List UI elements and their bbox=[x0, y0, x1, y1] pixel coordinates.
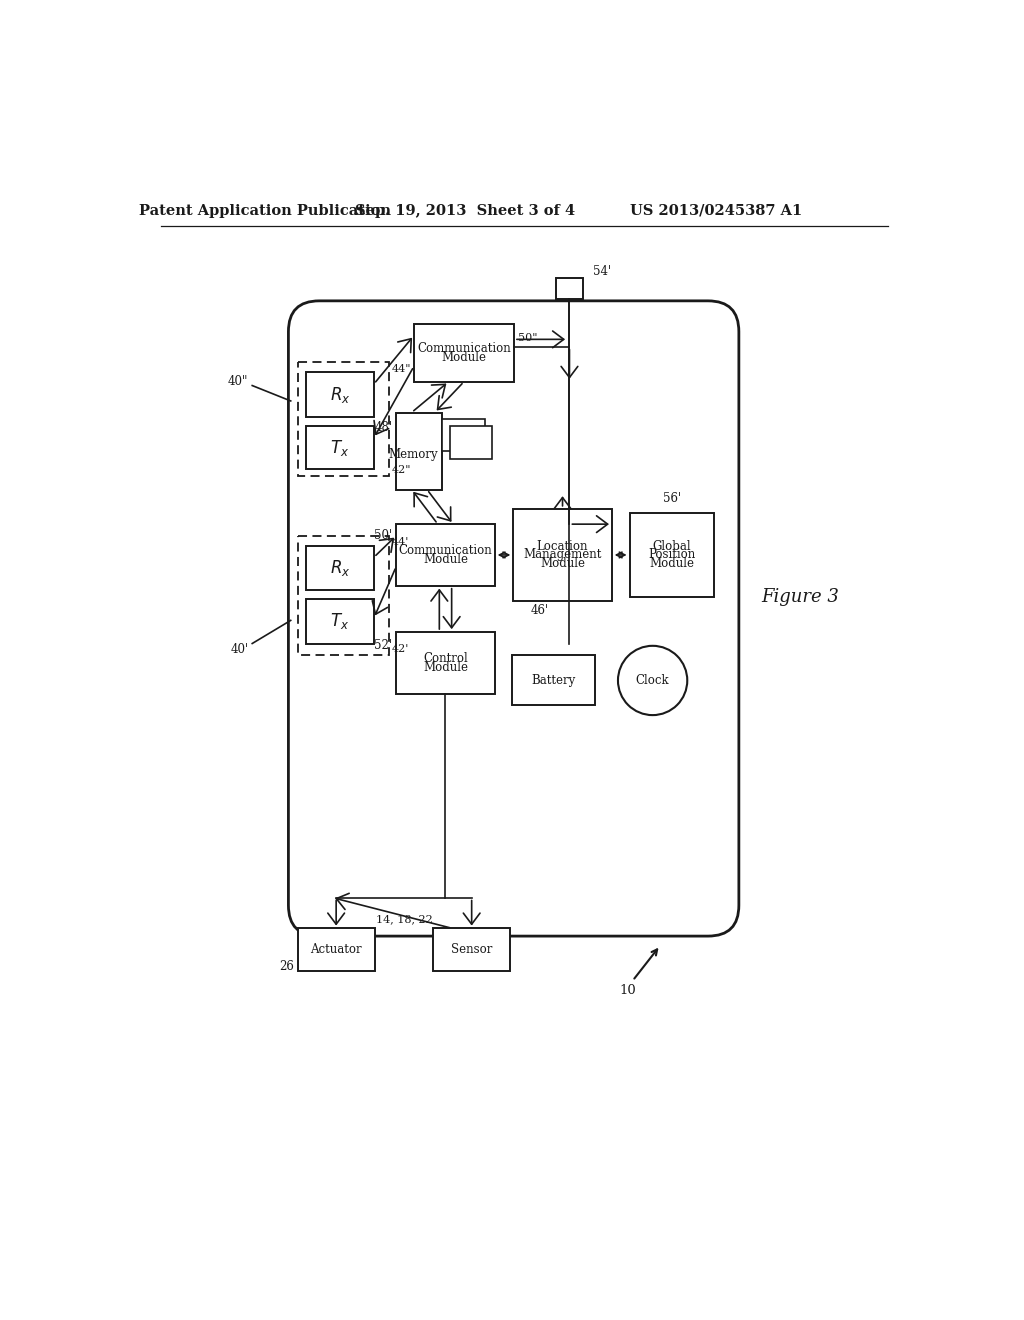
Bar bbox=[433, 928, 510, 970]
Text: 26: 26 bbox=[279, 961, 294, 973]
Bar bbox=[298, 536, 389, 655]
Bar bbox=[512, 655, 595, 705]
Bar bbox=[306, 599, 374, 644]
Text: $T_x$: $T_x$ bbox=[331, 437, 349, 458]
Bar bbox=[396, 412, 442, 490]
Text: Sensor: Sensor bbox=[451, 942, 493, 956]
Text: Actuator: Actuator bbox=[310, 942, 361, 956]
Text: 42": 42" bbox=[391, 465, 411, 475]
Text: Communication: Communication bbox=[417, 342, 511, 355]
Text: Module: Module bbox=[423, 661, 468, 673]
Text: 50': 50' bbox=[374, 529, 392, 543]
Text: Patent Application Publication: Patent Application Publication bbox=[139, 203, 391, 218]
Text: 48': 48' bbox=[375, 421, 392, 434]
Bar bbox=[306, 372, 374, 417]
Text: 10: 10 bbox=[620, 983, 636, 997]
Text: 42': 42' bbox=[391, 644, 409, 653]
Text: Module: Module bbox=[540, 557, 585, 570]
Bar bbox=[298, 928, 375, 970]
Text: Module: Module bbox=[649, 557, 694, 570]
Text: $R_x$: $R_x$ bbox=[330, 558, 350, 578]
Text: Memory: Memory bbox=[388, 449, 438, 462]
Bar bbox=[442, 418, 484, 451]
Bar bbox=[306, 545, 374, 590]
Text: Sep. 19, 2013  Sheet 3 of 4: Sep. 19, 2013 Sheet 3 of 4 bbox=[355, 203, 575, 218]
Text: Global: Global bbox=[652, 540, 691, 553]
Text: 52': 52' bbox=[375, 639, 392, 652]
Text: Position: Position bbox=[648, 548, 695, 561]
Bar bbox=[306, 426, 374, 469]
Bar bbox=[556, 277, 584, 300]
Text: 40": 40" bbox=[228, 375, 249, 388]
Text: US 2013/0245387 A1: US 2013/0245387 A1 bbox=[630, 203, 802, 218]
Text: Module: Module bbox=[423, 553, 468, 566]
Text: 14, 18, 22: 14, 18, 22 bbox=[376, 915, 432, 924]
Bar bbox=[513, 508, 611, 601]
Bar bbox=[630, 512, 714, 597]
Text: Figure 3: Figure 3 bbox=[762, 589, 840, 606]
Bar bbox=[414, 323, 514, 381]
Text: $T_x$: $T_x$ bbox=[331, 611, 349, 631]
Text: 46': 46' bbox=[530, 603, 548, 616]
Text: Battery: Battery bbox=[531, 673, 575, 686]
Bar bbox=[298, 363, 389, 477]
Text: Communication: Communication bbox=[398, 544, 493, 557]
Text: $R_x$: $R_x$ bbox=[330, 385, 350, 405]
Bar bbox=[396, 524, 495, 586]
Text: 44': 44' bbox=[391, 537, 409, 546]
Text: 56': 56' bbox=[663, 492, 681, 506]
Text: 40': 40' bbox=[230, 643, 249, 656]
Text: Location: Location bbox=[537, 540, 588, 553]
Text: Module: Module bbox=[441, 351, 486, 364]
Bar bbox=[396, 632, 495, 693]
Text: 54': 54' bbox=[593, 265, 610, 279]
Bar bbox=[451, 426, 493, 459]
Text: 44": 44" bbox=[391, 363, 411, 374]
Text: Management: Management bbox=[523, 548, 602, 561]
Text: 50": 50" bbox=[518, 333, 538, 343]
Text: Clock: Clock bbox=[636, 675, 670, 686]
Text: Control: Control bbox=[423, 652, 468, 665]
